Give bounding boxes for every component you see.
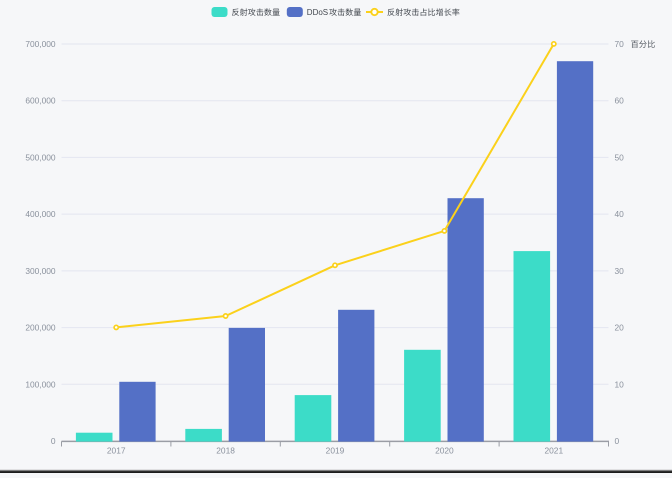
svg-text:50: 50	[615, 152, 625, 162]
svg-text:30: 30	[615, 266, 625, 276]
svg-text:40: 40	[615, 209, 625, 219]
svg-text:10: 10	[615, 379, 625, 389]
svg-text:100,000: 100,000	[25, 379, 56, 389]
svg-text:70: 70	[615, 39, 625, 49]
svg-text:2020: 2020	[435, 445, 454, 455]
svg-text:0: 0	[51, 436, 56, 446]
svg-text:500,000: 500,000	[25, 152, 56, 162]
svg-text:20: 20	[615, 323, 625, 333]
svg-text:60: 60	[615, 96, 625, 106]
svg-text:2019: 2019	[326, 445, 345, 455]
svg-text:300,000: 300,000	[25, 266, 56, 276]
svg-text:2021: 2021	[544, 445, 563, 455]
svg-text:400,000: 400,000	[25, 209, 56, 219]
svg-text:DDoS: DDoS	[307, 8, 328, 17]
svg-text:0: 0	[615, 436, 620, 446]
svg-text:700,000: 700,000	[25, 39, 56, 49]
svg-text:600,000: 600,000	[25, 96, 56, 106]
svg-text:2018: 2018	[216, 445, 235, 455]
svg-text:200,000: 200,000	[25, 323, 56, 333]
svg-text:2017: 2017	[107, 445, 126, 455]
